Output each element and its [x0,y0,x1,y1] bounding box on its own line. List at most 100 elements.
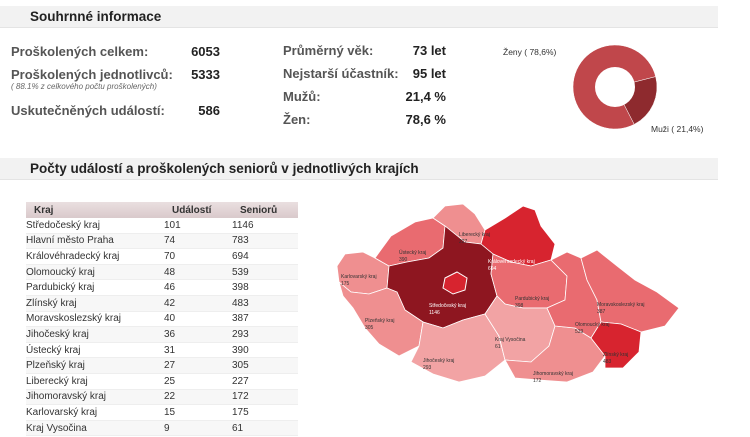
cell-events: 46 [164,279,232,296]
cell-region: Královéhradecký kraj [26,248,164,265]
map-label-zlinsky: Zlínský kraj [603,352,628,358]
table-row: Královéhradecký kraj 70 694 [26,248,298,265]
cell-region: Jihomoravský kraj [26,389,164,406]
cell-region: Olomoucký kraj [26,264,164,281]
col-events[interactable]: Událostí [164,202,232,218]
map-value-jihomoravsky: 172 [533,378,542,384]
cell-events: 74 [164,233,232,250]
avg-age-value: 73 let [412,43,446,58]
map-value-plzensky: 305 [365,325,374,331]
table-row: Moravskoslezský kraj 40 387 [26,311,298,328]
map-label-karlovarsky: Karlovarský kraj [341,274,377,280]
cell-seniors: 172 [232,389,298,406]
cell-region: Zlínský kraj [26,295,164,312]
cell-events: 70 [164,248,232,265]
table-row: Olomoucký kraj 48 539 [26,264,298,281]
map-value-vysocina: 61 [495,344,501,350]
cell-region: Ústecký kraj [26,342,164,359]
donut-center-hole [595,67,635,107]
map-value-pardubicky: 398 [515,303,524,309]
cell-seniors: 387 [232,311,298,328]
map-label-jihomoravsky: Jihomoravský kraj [533,371,573,377]
cell-region: Moravskoslezský kraj [26,311,164,328]
table-row: Středočeský kraj 101 1146 [26,218,298,234]
table-row: Karlovarský kraj 15 175 [26,404,298,421]
map-value-olomoucky: 539 [575,329,584,335]
map-value-kralovehradecky: 694 [488,266,497,272]
events-value: 586 [198,103,220,118]
cell-events: 15 [164,404,232,421]
cell-region: Plzeňský kraj [26,357,164,374]
map-region-moravskoslezsky[interactable] [580,249,680,333]
gender-donut-chart [572,44,658,130]
map-label-ustecky: Ústecký kraj [399,249,426,256]
col-seniors[interactable]: Seniorů [232,202,298,218]
map-value-karlovarsky: 175 [341,281,350,287]
map-value-moravskoslezsky: 387 [597,309,606,315]
map-value-stredocesky: 1146 [429,310,440,316]
map-label-kralovehradecky: Královéhradecký kraj [488,259,535,265]
men-label: Mužů: [283,89,321,104]
cell-events: 22 [164,389,232,406]
regions-table: Kraj Událostí Seniorů Středočeský kraj 10… [26,202,298,437]
table-row: Hlavní město Praha 74 783 [26,233,298,250]
map-value-zlinsky: 483 [603,359,612,365]
cell-events: 101 [164,218,232,234]
cell-events: 40 [164,311,232,328]
cell-seniors: 227 [232,373,298,390]
table-row: Plzeňský kraj 27 305 [26,357,298,374]
map-label-liberecky: Liberecký kraj [459,232,490,238]
table-row: Pardubický kraj 46 398 [26,279,298,296]
men-value: 21,4 % [405,89,446,104]
cell-seniors: 483 [232,295,298,312]
table-row: Zlínský kraj 42 483 [26,295,298,312]
cell-seniors: 175 [232,404,298,421]
cell-region: Jihočeský kraj [26,326,164,343]
cell-region: Středočeský kraj [26,218,164,234]
cell-seniors: 61 [232,420,298,437]
cell-region: Pardubický kraj [26,279,164,296]
table-row: Liberecký kraj 25 227 [26,373,298,390]
map-label-plzensky: Plzeňský kraj [365,318,394,324]
map-region-jihocesky[interactable] [410,313,506,383]
table-row: Kraj Vysočina 9 61 [26,420,298,437]
map-value-jihocesky: 293 [423,365,432,371]
cell-events: 9 [164,420,232,437]
regions-title: Počty událostí a proškolených seniorů v … [30,161,419,176]
col-region[interactable]: Kraj [26,202,164,218]
cell-seniors: 539 [232,264,298,281]
individuals-label: Proškolených jednotlivců: [11,67,173,82]
map-label-moravskoslezsky: Moravskoslezský kraj [597,302,645,308]
cell-seniors: 398 [232,279,298,296]
events-label: Uskutečněných událostí: [11,103,165,118]
cell-seniors: 305 [232,357,298,374]
cell-seniors: 783 [232,233,298,250]
cell-seniors: 390 [232,342,298,359]
cell-events: 36 [164,326,232,343]
women-value: 78,6 % [405,112,446,127]
cell-events: 42 [164,295,232,312]
cell-events: 25 [164,373,232,390]
cell-events: 48 [164,264,232,281]
table-row: Jihomoravský kraj 22 172 [26,389,298,406]
map-label-pardubicky: Pardubický kraj [515,296,549,302]
cell-seniors: 694 [232,248,298,265]
map-label-stredocesky: Středočeský kraj [429,303,466,309]
cell-events: 27 [164,357,232,374]
avg-age-label: Průměrný věk: [283,43,374,58]
oldest-value: 95 let [412,66,446,81]
individuals-value: 5333 [191,67,220,82]
table-header-row: Kraj Událostí Seniorů [26,202,298,218]
summary-header: Souhrnné informace [0,6,718,28]
individuals-note: ( 88.1% z celkového počtu proškolených) [11,82,157,91]
map-value-liberecky: 227 [459,239,468,245]
donut-men-label: Muži ( 21,4%) [651,124,704,134]
map-value-ustecky: 390 [399,257,408,263]
map-region-zlinsky[interactable] [590,321,642,369]
regions-header: Počty událostí a proškolených seniorů v … [0,158,718,180]
oldest-label: Nejstarší účastník: [283,66,399,81]
map-region-praha[interactable] [442,271,468,295]
summary-title: Souhrnné informace [30,9,162,24]
total-trained-label: Proškolených celkem: [11,44,149,59]
women-label: Žen: [283,112,311,127]
